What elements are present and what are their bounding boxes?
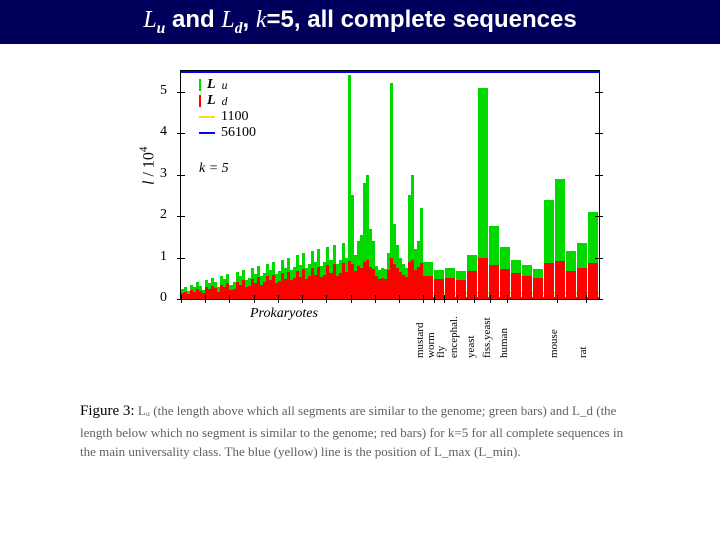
bar-Ld — [500, 269, 510, 299]
bar-Ld — [511, 273, 521, 299]
bar-Ld — [423, 276, 433, 299]
x-category-label: encephal. — [448, 316, 460, 358]
y-tick-label: 3 — [160, 166, 167, 182]
title-L2: L — [221, 7, 234, 33]
x-category-label: mouse — [548, 329, 560, 358]
title-comma: , — [243, 6, 256, 33]
bar-Ld — [555, 261, 565, 299]
title-bar: Lu and Ld, k=5, all complete sequences — [0, 0, 720, 44]
bar-Ld — [533, 278, 543, 299]
chart-container: l / 104 Lu Ld 1100 56100 — [120, 60, 620, 370]
x-category-label: human — [498, 328, 510, 358]
bar-Ld — [588, 263, 598, 299]
caption-text: Lᵤ (the length above which all segments … — [80, 403, 623, 459]
title-rest: =5, all complete sequences — [267, 6, 577, 33]
x-category-label: fly — [435, 346, 447, 358]
bar-Ld — [478, 258, 488, 299]
legend-1100: 1100 — [199, 109, 256, 125]
x-category-label: fiss.yeast — [481, 317, 493, 358]
x-category-label: yeast — [465, 335, 477, 358]
title-L1: L — [143, 7, 156, 33]
swatch-Lu — [199, 79, 201, 91]
y-tick-label: 4 — [160, 124, 167, 140]
caption-figure-number: Figure 3: — [80, 403, 135, 419]
legend-Lu: Lu — [199, 77, 256, 93]
y-tick-label: 1 — [160, 249, 167, 265]
y-tick-label: 5 — [160, 83, 167, 99]
swatch-56100 — [199, 132, 215, 134]
x-category-label: rat — [577, 346, 589, 358]
bar-Ld — [566, 271, 576, 299]
title-and: and — [165, 6, 221, 33]
legend-Ld: Ld — [199, 93, 256, 109]
plot-area: Lu Ld 1100 56100 k = 5 — [180, 70, 600, 300]
bar-Ld — [445, 278, 455, 299]
bar-Ld — [489, 265, 499, 299]
y-tick-label: 2 — [160, 207, 167, 223]
legend: Lu Ld 1100 56100 — [199, 77, 256, 141]
k-annotation: k = 5 — [199, 161, 229, 177]
swatch-1100 — [199, 116, 215, 118]
y-axis-label: l / 104 — [138, 147, 158, 186]
bar-Ld — [522, 276, 532, 299]
title-sub-d: d — [235, 20, 243, 37]
x-axis-label-prokaryotes: Prokaryotes — [250, 306, 318, 322]
bar-Ld — [544, 263, 554, 299]
figure-caption: Figure 3: Lᵤ (the length above which all… — [80, 400, 640, 462]
title-k: k — [256, 7, 267, 33]
bar-Ld — [467, 271, 477, 299]
legend-56100: 56100 — [199, 125, 256, 141]
swatch-Ld — [199, 95, 201, 107]
y-tick-label: 0 — [160, 290, 167, 306]
